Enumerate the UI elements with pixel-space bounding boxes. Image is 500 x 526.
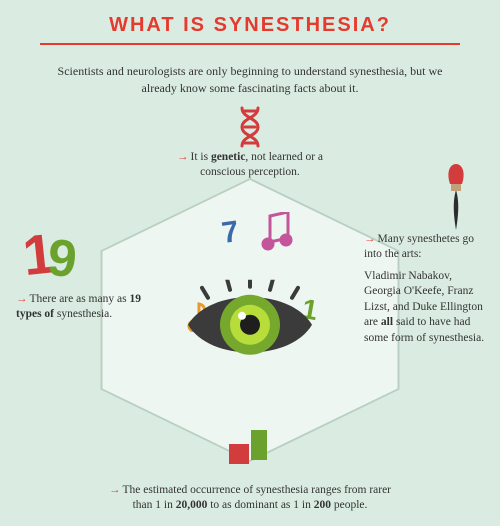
dna-icon <box>236 106 264 148</box>
arrow-icon: → <box>16 293 28 305</box>
fact-genetic: →It is genetic, not learned or a conscio… <box>160 150 340 181</box>
music-note-icon <box>260 212 294 252</box>
arrow-icon: → <box>364 233 376 245</box>
title-rule <box>40 43 460 45</box>
eye-icon <box>180 280 320 370</box>
fact-occurrence: →The estimated occurrence of synesthesia… <box>100 483 400 514</box>
fact-types: →There are as many as 19 types of synest… <box>16 292 146 323</box>
arrow-icon: → <box>177 151 189 163</box>
subtitle: Scientists and neurologists are only beg… <box>0 53 500 98</box>
fact-arts: →Many synesthetes go into the arts: Vlad… <box>364 232 488 347</box>
page-title: WHAT IS SYNESTHESIA? <box>20 14 480 37</box>
infographic-stage: 1 9 7 1 →It is genetic, not learned or a <box>0 104 500 524</box>
svg-text:9: 9 <box>45 228 80 283</box>
shapes-icon <box>225 428 275 464</box>
arrow-icon: → <box>109 484 121 496</box>
nineteen-icon: 1 9 <box>18 224 88 284</box>
paintbrush-icon <box>436 162 476 232</box>
